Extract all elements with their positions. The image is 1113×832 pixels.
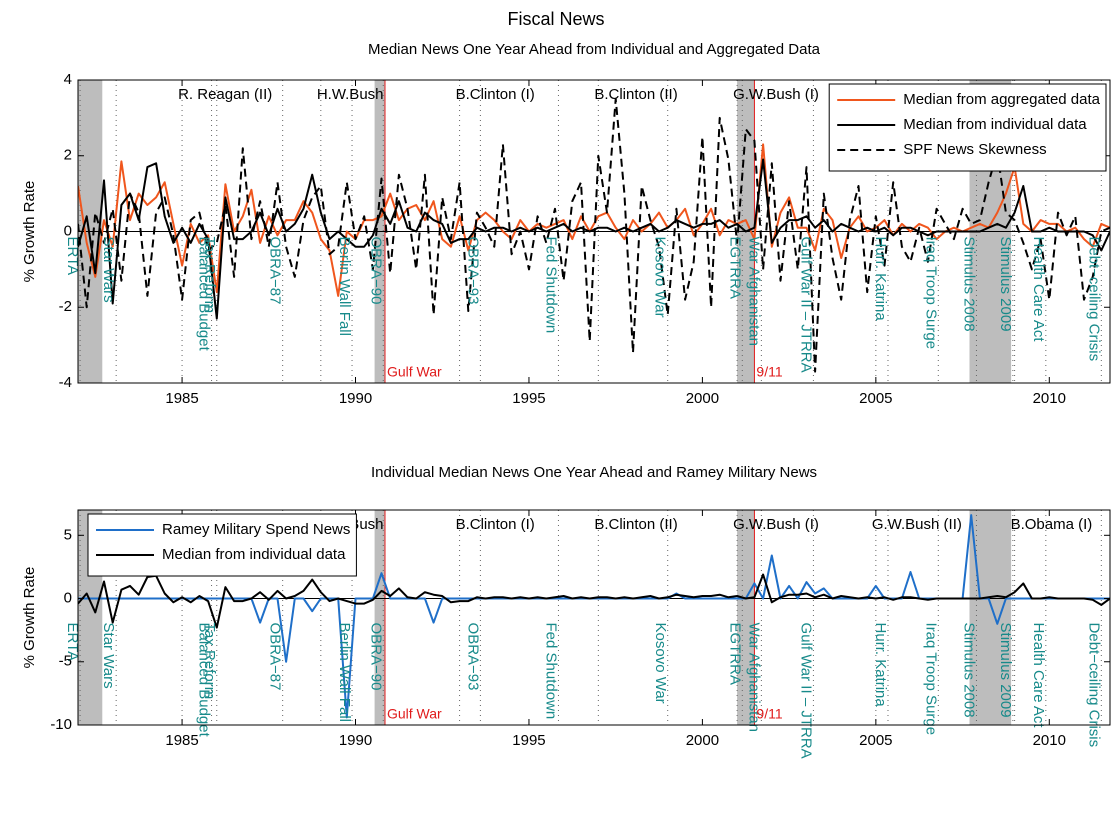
event-label: Star Wars — [100, 623, 117, 689]
y-tick-label: 0 — [64, 589, 72, 606]
y-tick-label: -4 — [59, 374, 72, 391]
x-tick-label: 2000 — [686, 390, 719, 407]
x-tick-label: 1995 — [512, 732, 545, 749]
marker-label: 9/11 — [756, 364, 782, 380]
x-tick-label: 1990 — [339, 390, 372, 407]
x-tick-label: 1985 — [165, 732, 198, 749]
legend-label: Median from individual data — [903, 116, 1087, 133]
y-tick-label: 4 — [64, 71, 72, 88]
event-label: Stimulus 2009 — [997, 623, 1014, 718]
legend-box — [828, 83, 1107, 172]
axes-box — [77, 509, 1111, 726]
president-label: B.Clinton (II) — [594, 86, 677, 103]
chart-title: Individual Median News One Year Ahead an… — [371, 464, 817, 481]
event-label: Debt−ceiling Crisis — [1085, 623, 1102, 748]
y-tick-label: -2 — [59, 298, 72, 315]
x-tick-label: 2010 — [1033, 732, 1066, 749]
event-label: Star Wars — [100, 237, 117, 303]
event-label: Tax Reform — [201, 623, 218, 700]
legend-label: SPF News Skewness — [903, 141, 1046, 158]
event-label: Debt−ceiling Crisis — [1085, 237, 1102, 362]
event-label: Health Care Act — [1030, 237, 1047, 343]
y-tick-label: 2 — [64, 147, 72, 164]
figure-title: Fiscal News — [507, 9, 604, 29]
series-line — [78, 97, 1110, 373]
recession-band — [374, 510, 385, 725]
recession-band — [737, 510, 755, 725]
legend-label: Ramey Military Spend News — [162, 521, 350, 538]
y-tick-label: -10 — [50, 716, 72, 733]
president-label: B.Clinton (I) — [456, 86, 535, 103]
event-label: Tax Reform — [201, 237, 218, 314]
president-label: H.W.Bush — [317, 86, 384, 103]
y-tick-label: 5 — [64, 526, 72, 543]
legend: Ramey Military Spend News Median from ind… — [87, 513, 357, 577]
event-label: Stimulus 2009 — [997, 237, 1014, 332]
event-label: EGTRRA — [726, 237, 743, 300]
legend: Median from aggregated data Median from i… — [828, 83, 1107, 172]
event-label: OBRA−87 — [267, 623, 284, 691]
x-tick-label: 1990 — [339, 732, 372, 749]
event-label: War Afghanistan — [745, 237, 762, 347]
event-label: ERTA — [64, 623, 81, 662]
event-label: Gulf War II – JTRRA — [797, 623, 814, 759]
event-label: OBRA−87 — [267, 237, 284, 305]
marker-label: Gulf War — [387, 706, 442, 722]
legend-box — [87, 513, 357, 577]
event-label: Gulf War II – JTRRA — [797, 237, 814, 373]
event-label: Hurr. Katrina — [872, 623, 889, 708]
legend-label: Median from aggregated data — [903, 91, 1100, 108]
x-tick-label: 2010 — [1033, 390, 1066, 407]
event-label: Balanced Budget — [196, 237, 213, 352]
event-label: Stimulus 2008 — [960, 237, 977, 332]
marker-label: Gulf War — [387, 364, 442, 380]
event-label: Fed Shutdown — [542, 237, 559, 334]
event-label: Stimulus 2008 — [960, 623, 977, 718]
event-label: War Afghanistan — [745, 623, 762, 733]
event-label: ERTA — [64, 237, 81, 276]
y-axis-label: % Growth Rate — [21, 567, 38, 669]
event-label: OBRA−90 — [367, 237, 384, 305]
x-tick-label: 2000 — [686, 732, 719, 749]
event-label: Kosovo War — [652, 623, 669, 704]
x-tick-label: 1995 — [512, 390, 545, 407]
president-label: G.W.Bush (I) — [733, 516, 819, 533]
event-label: Health Care Act — [1030, 623, 1047, 729]
y-tick-label: -5 — [59, 653, 72, 670]
marker-label: 9/11 — [756, 706, 782, 722]
legend-label: Median from individual data — [162, 546, 346, 563]
series-line — [78, 573, 1110, 629]
series-line — [78, 143, 1110, 297]
chart-title: Median News One Year Ahead from Individu… — [368, 41, 821, 58]
x-tick-label: 1985 — [165, 390, 198, 407]
event-label: EGTRRA — [726, 623, 743, 686]
plot-area — [78, 510, 1110, 725]
president-label: G.W.Bush (I) — [733, 86, 819, 103]
x-tick-label: 2005 — [859, 732, 892, 749]
x-tick-label: 2005 — [859, 390, 892, 407]
event-label: Iraq Troop Surge — [922, 623, 939, 736]
event-label: Iraq Troop Surge — [922, 237, 939, 350]
event-label: Hurr. Katrina — [872, 237, 889, 322]
event-label: OBRA−93 — [464, 623, 481, 691]
y-axis-label: % Growth Rate — [21, 181, 38, 283]
event-label: Balanced Budget — [196, 623, 213, 738]
president-label: G.W.Bush (II) — [872, 516, 962, 533]
event-label: Fed Shutdown — [542, 623, 559, 720]
event-label: Kosovo War — [652, 237, 669, 318]
president-label: B.Clinton (I) — [456, 516, 535, 533]
event-label: OBRA−93 — [464, 237, 481, 305]
president-label: B.Clinton (II) — [594, 516, 677, 533]
event-label: Berlin Wall Fall — [336, 237, 353, 336]
event-label: OBRA−90 — [367, 623, 384, 691]
y-tick-label: 0 — [64, 222, 72, 239]
event-label: Berlin Wall Fall — [336, 623, 353, 722]
president-label: B.Obama (I) — [1011, 516, 1093, 533]
president-label: R. Reagan (II) — [178, 86, 272, 103]
